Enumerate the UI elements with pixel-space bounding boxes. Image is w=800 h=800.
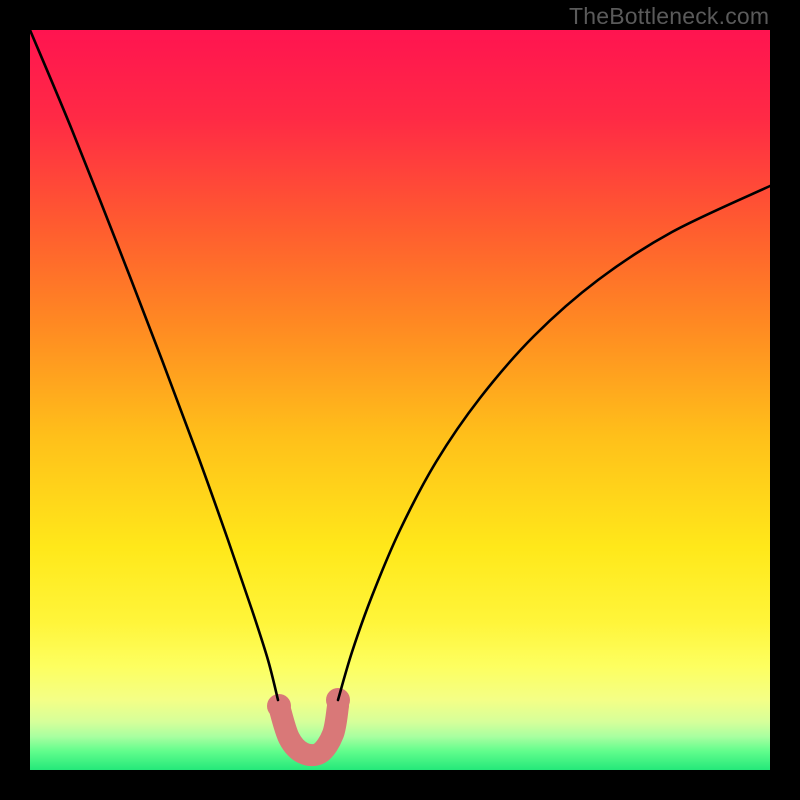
frame-right (770, 0, 800, 800)
bottleneck-chart (0, 0, 800, 800)
valley-dot-left (267, 694, 291, 718)
watermark-text: TheBottleneck.com (569, 3, 769, 30)
frame-bottom (0, 770, 800, 800)
frame-left (0, 0, 30, 800)
chart-stage: TheBottleneck.com (0, 0, 800, 800)
plot-background-gradient (30, 30, 770, 770)
